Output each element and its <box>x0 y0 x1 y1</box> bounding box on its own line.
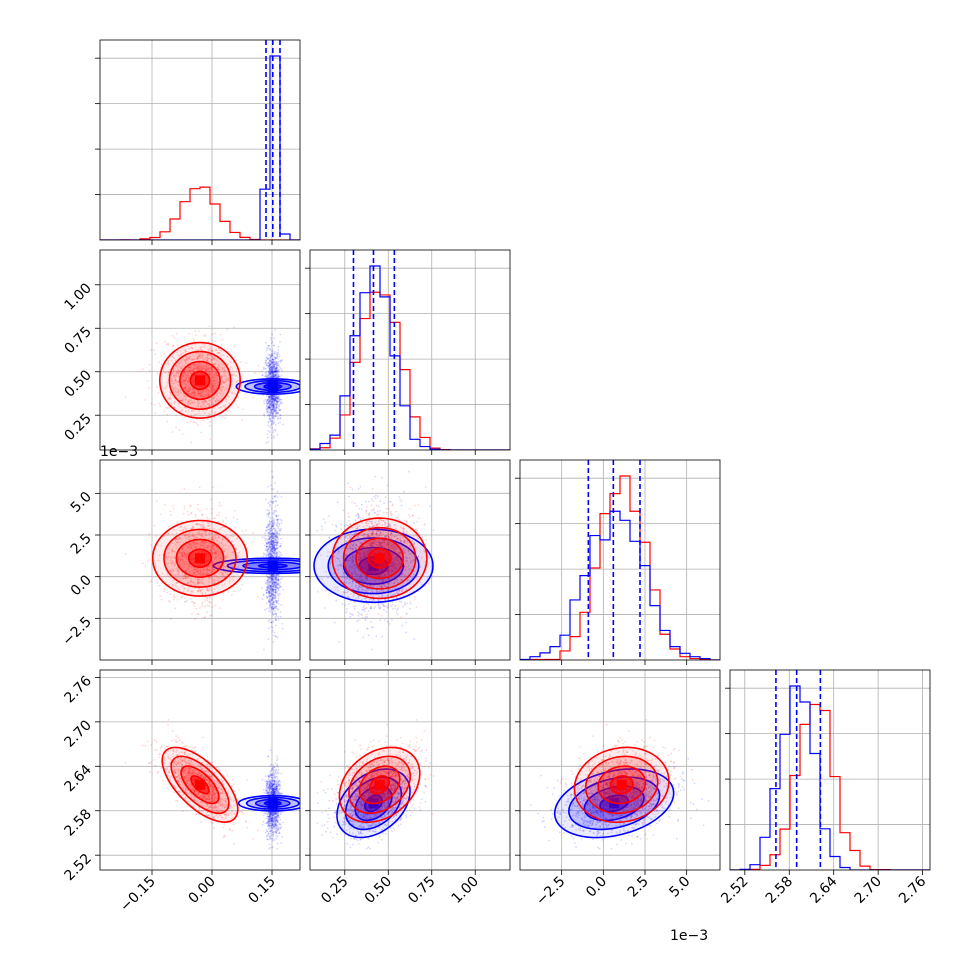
contour-series-1 <box>235 378 300 395</box>
y-tick-label: 2.70 <box>61 717 94 750</box>
contour-series-0 <box>151 519 249 597</box>
panel-frame <box>99 39 301 241</box>
panel-frame <box>519 459 721 661</box>
y-offset-label: 1e−3 <box>100 444 138 460</box>
x-tick-label: 0.75 <box>405 874 438 907</box>
histogram-series-1 <box>520 510 720 660</box>
panel-2-1 <box>305 459 511 665</box>
density-peak <box>616 779 627 790</box>
panel-1-0: 0.25 0.50 0.75 1.00 <box>61 249 301 455</box>
x-tick-label: 0.0 <box>583 874 610 901</box>
x-tick-label: 0.50 <box>362 874 395 907</box>
density-peak <box>267 798 278 809</box>
contour-series-0 <box>161 746 239 823</box>
panel-frame <box>309 459 511 661</box>
y-tick-label: 2.5 <box>68 531 95 558</box>
y-tick-label: 0.25 <box>61 411 94 444</box>
x-tick-label: 2.52 <box>718 874 751 907</box>
histogram-series-1 <box>310 265 510 450</box>
panel-background <box>100 250 300 450</box>
x-tick-label: 2.70 <box>852 874 885 907</box>
panel-3-0: −0.15 0.00 0.15 2.52 2.58 2.64 2.70 2.76 <box>61 669 301 916</box>
panel-frame <box>309 669 511 871</box>
x-tick-label: 2.76 <box>896 873 929 906</box>
x-tick-label: 0.15 <box>245 874 278 907</box>
panel-frame <box>99 669 301 871</box>
x-tick-label: 2.58 <box>763 874 796 907</box>
x-tick-label: −2.5 <box>533 874 568 909</box>
panel-1-1 <box>305 249 511 455</box>
histogram-series-1 <box>730 685 930 870</box>
x-tick-label: 0.00 <box>185 874 218 907</box>
contour-series-0 <box>159 341 242 420</box>
density-peak <box>267 560 278 571</box>
contour-series-0 <box>338 746 421 823</box>
y-tick-label: 2.76 <box>61 673 94 706</box>
x-tick-label: 2.5 <box>625 874 652 901</box>
panel-frame <box>99 249 301 451</box>
contour-series-1 <box>237 794 300 812</box>
panel-0-0 <box>95 39 301 245</box>
y-tick-label: 2.58 <box>61 806 94 839</box>
density-peak <box>374 553 385 564</box>
x-tick-label: −0.15 <box>117 874 159 916</box>
density-peak <box>267 381 278 392</box>
contour-series-0 <box>331 517 428 600</box>
density-peak <box>195 779 205 790</box>
panel-frame <box>519 669 721 871</box>
y-tick-label: 5.0 <box>68 489 95 516</box>
density-peak <box>374 779 385 790</box>
y-tick-label: 0.75 <box>61 324 94 357</box>
x-tick-label: 5.0 <box>666 874 693 901</box>
y-tick-label: 0.0 <box>68 572 95 599</box>
panel-3-1: 0.25 0.50 0.75 1.00 <box>305 669 511 907</box>
x-offset-label: 1e−3 <box>670 928 708 944</box>
x-tick-label: 2.64 <box>807 873 840 906</box>
density-peak <box>195 375 205 386</box>
panel-frame <box>729 669 931 871</box>
y-tick-label: −2.5 <box>59 614 94 649</box>
x-tick-label: 1.00 <box>449 874 482 907</box>
panel-3-3: 2.52 2.58 2.64 2.70 2.76 <box>718 669 931 907</box>
panel-2-0: −2.5 0.0 2.5 5.0 <box>59 459 301 665</box>
y-tick-label: 1.00 <box>61 280 94 313</box>
panel-frame <box>99 459 301 661</box>
panel-2-2 <box>515 459 721 665</box>
panel-3-2: −2.5 0.0 2.5 5.0 <box>515 669 721 909</box>
y-tick-label: 2.52 <box>61 851 94 884</box>
histogram-series-0 <box>520 475 720 660</box>
x-tick-label: 0.25 <box>318 874 351 907</box>
contour-series-0 <box>573 746 670 823</box>
density-peak <box>195 553 205 564</box>
y-tick-label: 2.64 <box>61 762 94 795</box>
panel-frame <box>309 249 511 451</box>
y-tick-label: 0.50 <box>61 367 94 400</box>
